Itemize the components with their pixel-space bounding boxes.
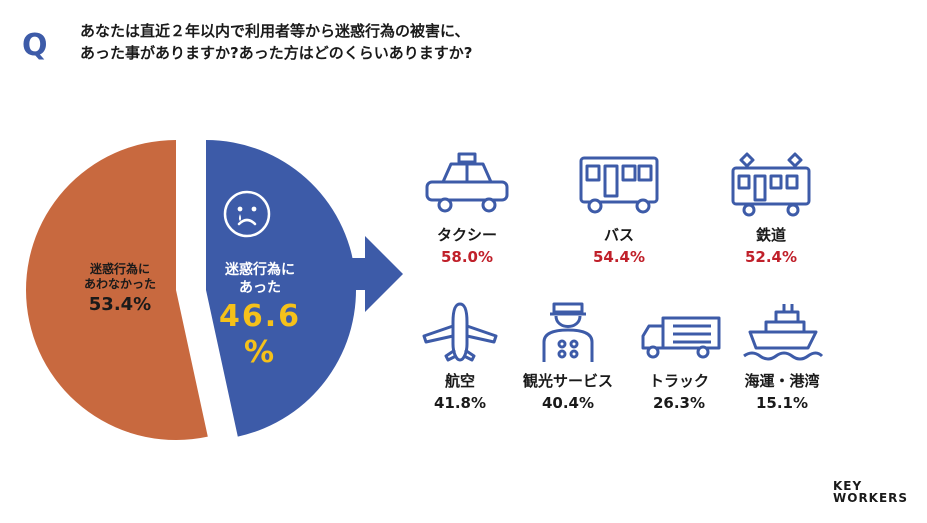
taxi-icon [425, 152, 509, 213]
pie-label-experienced-line2: あった [239, 279, 281, 296]
category-value: 40.4% [541, 394, 595, 412]
pie-slice-experienced [206, 140, 356, 437]
pie-label-not-experienced-line2: あわなかった [83, 277, 156, 291]
category-name: 海運・港湾 [744, 372, 820, 390]
category-value: 52.4% [744, 248, 798, 266]
pie-label-not-experienced: 迷惑行為に あわなかった 53.4% [64, 262, 176, 317]
category-truck: トラック 26.3% [619, 300, 739, 412]
category-value: 58.0% [440, 248, 494, 266]
pie-value-experienced: 46.6 [218, 299, 302, 334]
question-line-2: あった事がありますか?あった方はどのくらいありますか? [80, 44, 473, 62]
ship-icon [743, 304, 824, 361]
airplane-icon [422, 302, 498, 362]
pie-label-experienced: 迷惑行為に あった 46.6 % [200, 262, 320, 368]
question-mark: Q [22, 28, 48, 63]
category-name: バス [603, 226, 634, 244]
category-shipping: 海運・港湾 15.1% [722, 300, 842, 412]
category-value: 41.8% [433, 394, 487, 412]
category-name: タクシー [436, 226, 497, 244]
question-text: あなたは直近２年以内で利用者等から迷惑行為の被害に、 あった事がありますか?あっ… [80, 20, 900, 64]
pie-chart [25, 140, 356, 440]
pie-slice-not-experienced [25, 140, 208, 440]
category-value: 26.3% [652, 394, 706, 412]
truck-icon [641, 316, 721, 359]
category-value: 54.4% [592, 248, 646, 266]
right-arrow-icon [325, 236, 403, 312]
category-name: トラック [648, 372, 709, 390]
category-airline: 航空 41.8% [400, 300, 520, 412]
question-line-1: あなたは直近２年以内で利用者等から迷惑行為の被害に、 [80, 22, 470, 40]
pie-label-experienced-line1: 迷惑行為に [225, 262, 295, 278]
category-name: 鉄道 [755, 226, 786, 244]
category-taxi: タクシー 58.0% [407, 150, 527, 266]
category-value: 15.1% [755, 394, 809, 412]
pie-value-experienced-unit: % [243, 334, 277, 370]
category-tourism: 観光サービス 40.4% [508, 300, 628, 412]
category-name: 航空 [444, 372, 475, 390]
pie-label-not-experienced-line1: 迷惑行為に [89, 262, 150, 276]
train-icon [731, 152, 811, 217]
pie-value-not-experienced: 53.4% [88, 294, 152, 315]
key-workers-logo: KEY WORKERS [833, 480, 908, 504]
category-bus: バス 54.4% [559, 150, 679, 266]
category-name: 観光サービス [522, 372, 613, 390]
logo-line-1: KEY [833, 479, 863, 493]
bus-icon [579, 156, 659, 214]
category-train: 鉄道 52.4% [711, 150, 831, 266]
logo-line-2: WORKERS [833, 491, 909, 505]
sad-face-icon [223, 190, 271, 238]
tour-guide-icon [542, 302, 594, 362]
